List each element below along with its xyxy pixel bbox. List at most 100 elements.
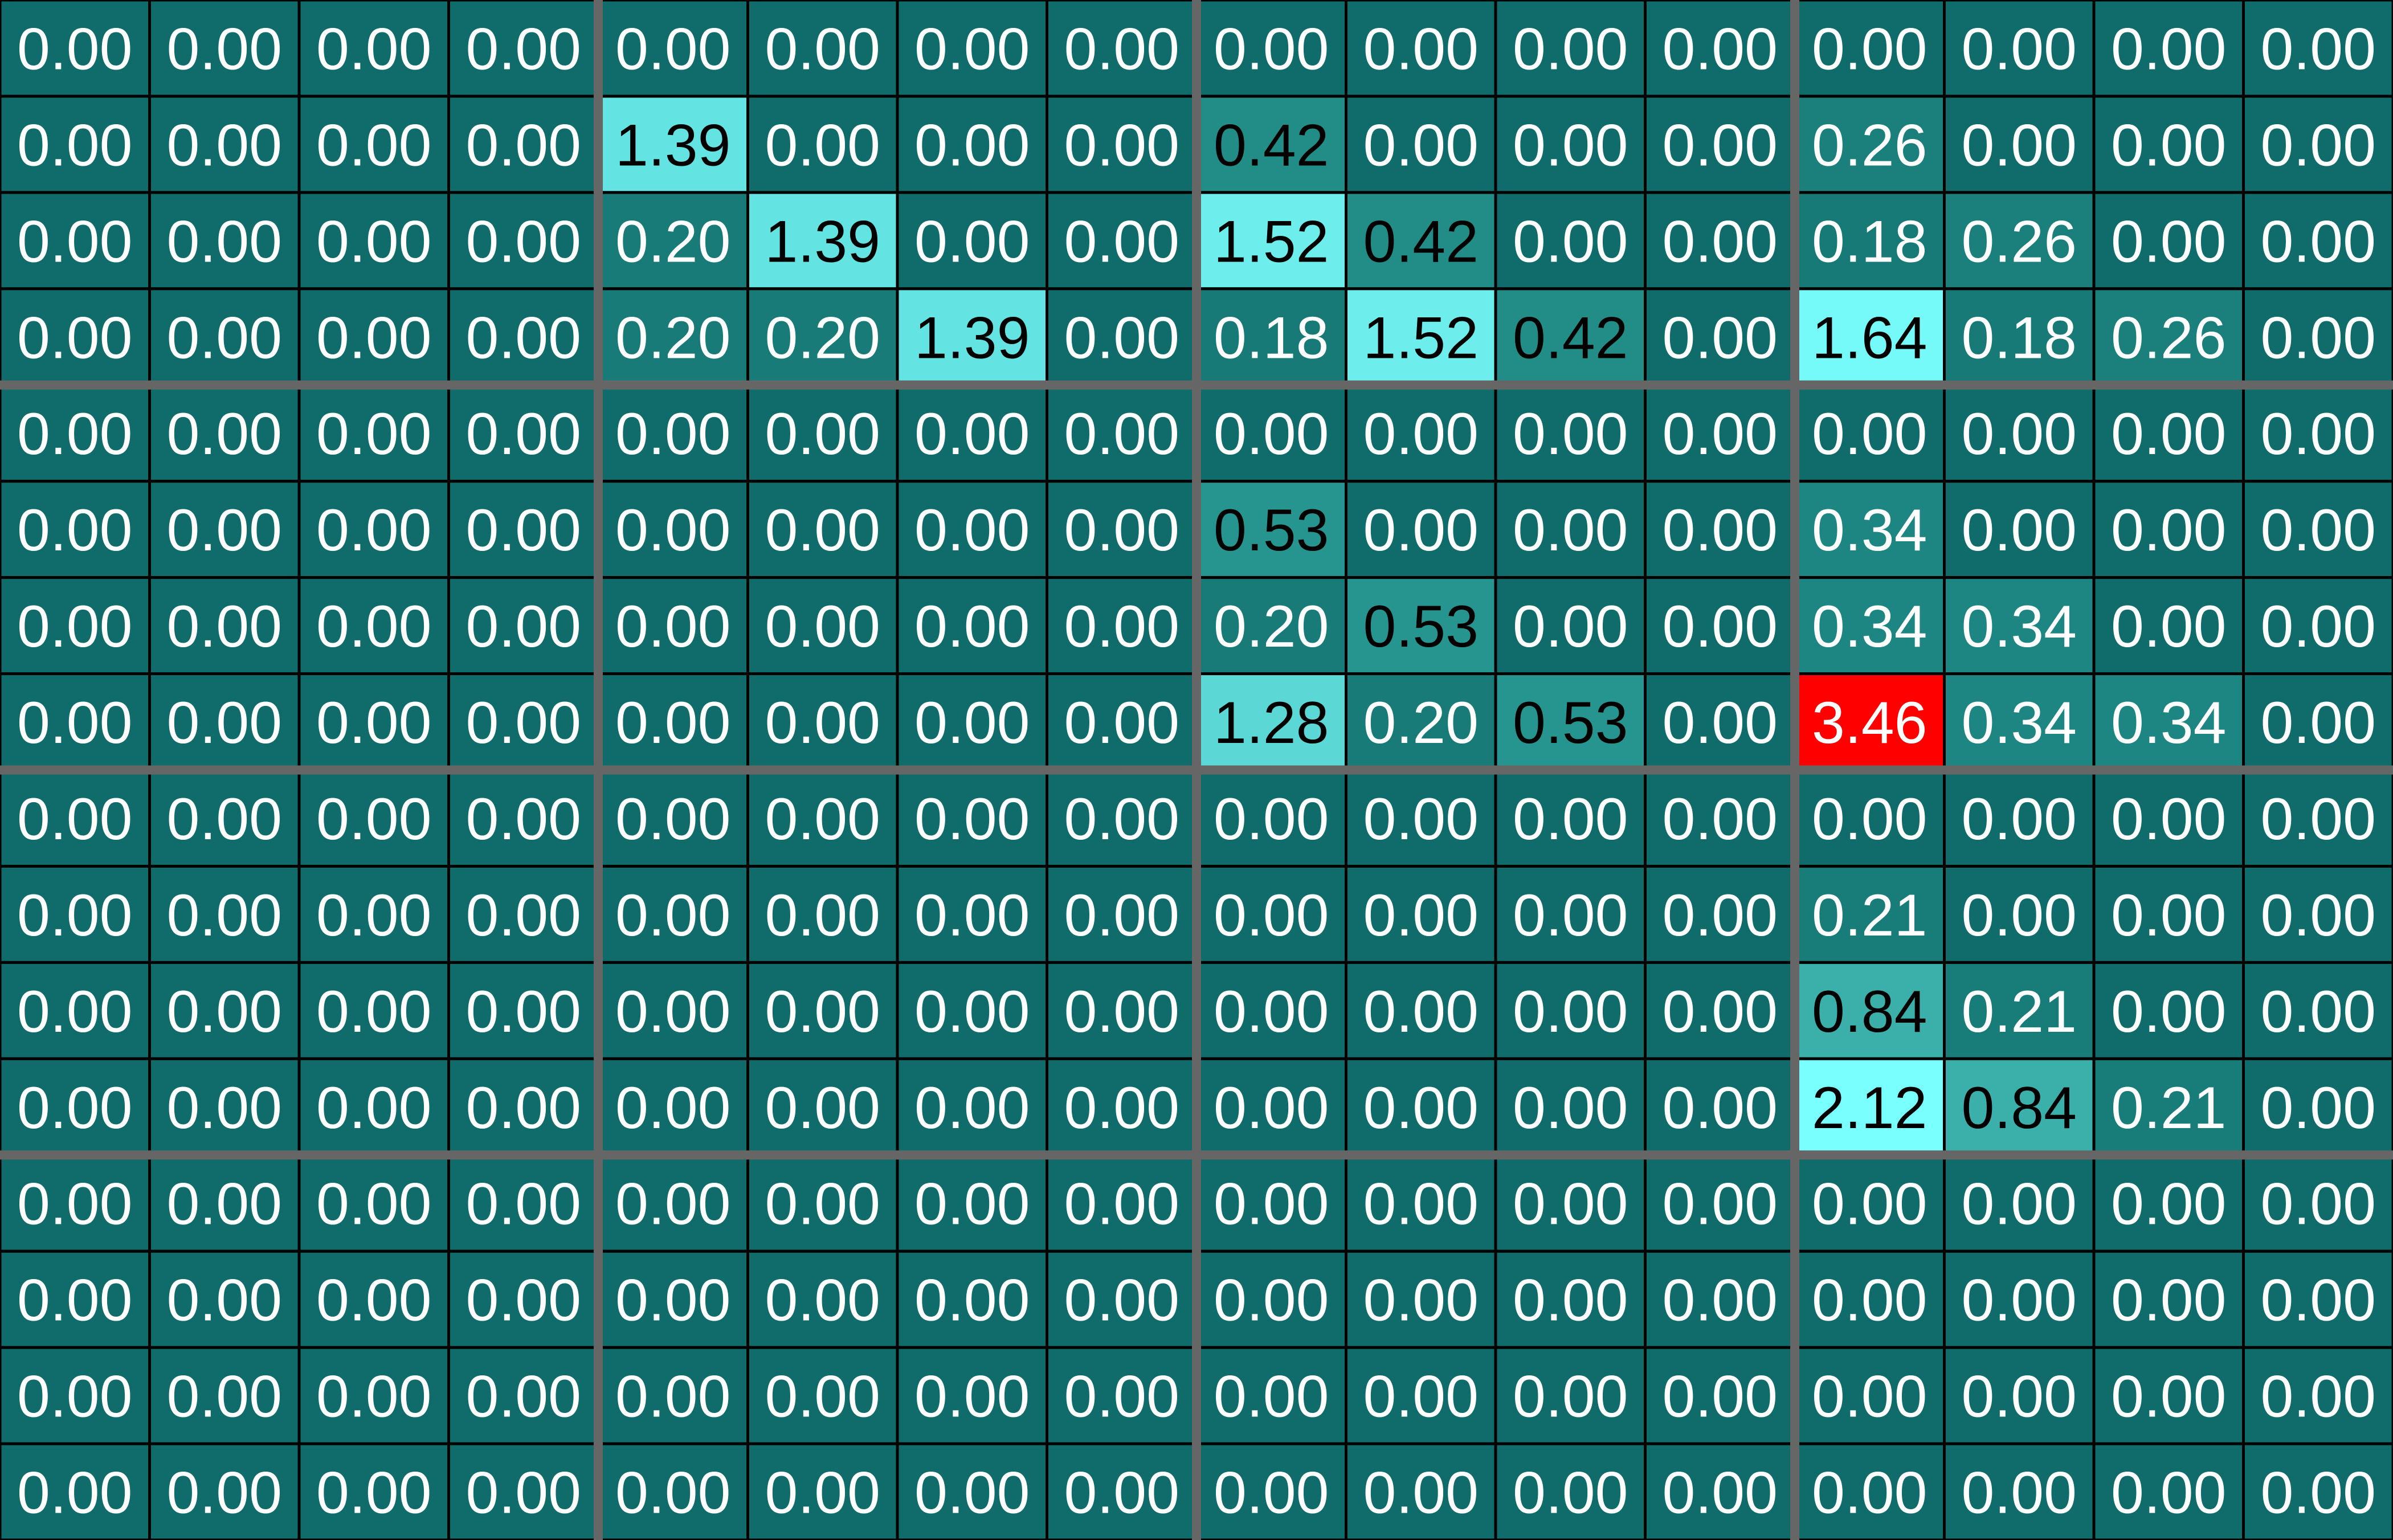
cell-value-r4-c11: 0.00 [1663, 401, 1778, 467]
cell-value-r5-c15: 0.00 [2261, 497, 2376, 563]
heatmap-cell-r2-c0 [0, 191, 151, 291]
heatmap-cell-r2-c13 [1943, 191, 2096, 291]
cell-value-r9-c12: 0.21 [1812, 883, 1927, 949]
cell-value-r3-c8: 0.18 [1214, 305, 1329, 371]
cell-value-r13-c5: 0.00 [765, 1268, 880, 1334]
heatmap-cell-r10-c15 [2242, 961, 2393, 1060]
cell-value-r10-c9: 0.00 [1363, 979, 1479, 1045]
cell-value-r7-c4: 0.00 [615, 690, 730, 756]
cell-value-r14-c5: 0.00 [765, 1364, 880, 1430]
cell-value-r6-c3: 0.00 [466, 594, 581, 660]
heatmap-cell-r4-c5 [746, 383, 899, 483]
cell-value-r6-c8: 0.20 [1214, 594, 1329, 660]
cell-value-r7-c6: 0.00 [914, 690, 1030, 756]
cell-value-r0-c10: 0.00 [1513, 16, 1628, 82]
heatmap-cell-r9-c3 [447, 864, 600, 964]
heatmap-cell-r2-c5 [746, 191, 899, 291]
cell-value-r7-c2: 0.00 [316, 690, 431, 756]
heatmap-cell-r3-c12 [1793, 287, 1946, 387]
cell-value-r9-c0: 0.00 [17, 883, 132, 949]
cell-value-r8-c15: 0.00 [2261, 786, 2376, 852]
heatmap-cell-r1-c8 [1195, 95, 1347, 194]
heatmap-cell-r4-c13 [1943, 383, 2096, 483]
cell-value-r12-c14: 0.00 [2111, 1171, 2226, 1237]
cell-value-r12-c0: 0.00 [17, 1171, 132, 1237]
heatmap-cell-r4-c7 [1046, 383, 1198, 483]
heatmap-cell-r2-c1 [148, 191, 301, 291]
cell-value-r3-c3: 0.00 [466, 305, 581, 371]
heatmap-cell-r9-c1 [148, 864, 301, 964]
cell-value-r8-c1: 0.00 [167, 786, 282, 852]
heatmap-cell-r10-c13 [1943, 961, 2096, 1060]
cell-value-r1-c1: 0.00 [167, 112, 282, 178]
cell-value-r2-c1: 0.00 [167, 209, 282, 275]
cell-value-r3-c11: 0.00 [1663, 305, 1778, 371]
heatmap-cell-r14-c14 [2092, 1346, 2245, 1445]
cell-value-r13-c11: 0.00 [1663, 1268, 1778, 1334]
cell-value-r1-c5: 0.00 [765, 112, 880, 178]
heatmap-cell-r2-c10 [1494, 191, 1647, 291]
cell-value-r15-c11: 0.00 [1663, 1460, 1778, 1526]
cell-value-r7-c13: 0.34 [1962, 690, 2077, 756]
cell-value-r4-c8: 0.00 [1214, 401, 1329, 467]
cell-value-r2-c15: 0.00 [2261, 209, 2376, 275]
heatmap-cell-r0-c4 [597, 0, 749, 98]
cell-value-r11-c11: 0.00 [1663, 1075, 1778, 1141]
cell-value-r5-c12: 0.34 [1812, 497, 1927, 563]
heatmap-cell-r2-c6 [896, 191, 1048, 291]
heatmap-cell-r13-c10 [1494, 1249, 1647, 1349]
cell-value-r0-c9: 0.00 [1363, 16, 1479, 82]
heatmap-cell-r6-c13 [1943, 576, 2096, 676]
cell-value-r12-c6: 0.00 [914, 1171, 1030, 1237]
heatmap-cell-r15-c7 [1046, 1442, 1198, 1540]
cell-value-r8-c9: 0.00 [1363, 786, 1479, 852]
cell-value-r7-c0: 0.00 [17, 690, 132, 756]
heatmap-cell-r6-c1 [148, 576, 301, 676]
heatmap-cell-r5-c11 [1644, 480, 1796, 579]
heatmap-cell-r14-c13 [1943, 1346, 2096, 1445]
cell-value-r4-c2: 0.00 [316, 401, 431, 467]
heatmap-cell-r15-c2 [297, 1442, 450, 1540]
cell-value-r10-c10: 0.00 [1513, 979, 1628, 1045]
heatmap-cell-r10-c4 [597, 961, 749, 1060]
cell-value-r10-c15: 0.00 [2261, 979, 2376, 1045]
cell-value-r1-c13: 0.00 [1962, 112, 2077, 178]
cell-value-r9-c15: 0.00 [2261, 883, 2376, 949]
cell-value-r10-c0: 0.00 [17, 979, 132, 1045]
cell-value-r8-c2: 0.00 [316, 786, 431, 852]
cell-value-r1-c0: 0.00 [17, 112, 132, 178]
cell-value-r10-c5: 0.00 [765, 979, 880, 1045]
heatmap-cell-r3-c5 [746, 287, 899, 387]
cell-value-r14-c9: 0.00 [1363, 1364, 1479, 1430]
heatmap-cell-r3-c8 [1195, 287, 1347, 387]
cell-value-r5-c4: 0.00 [615, 497, 730, 563]
cell-value-r2-c12: 0.18 [1812, 209, 1927, 275]
cell-value-r3-c2: 0.00 [316, 305, 431, 371]
cell-value-r0-c14: 0.00 [2111, 16, 2226, 82]
heatmap-cell-r6-c7 [1046, 576, 1198, 676]
heatmap-cell-r14-c10 [1494, 1346, 1647, 1445]
heatmap-cell-r13-c13 [1943, 1249, 2096, 1349]
heatmap-cell-r14-c9 [1345, 1346, 1497, 1445]
cell-value-r9-c13: 0.00 [1962, 883, 2077, 949]
cell-value-r13-c1: 0.00 [167, 1268, 282, 1334]
cell-value-r6-c1: 0.00 [167, 594, 282, 660]
cell-value-r2-c2: 0.00 [316, 209, 431, 275]
heatmap-cell-r1-c0 [0, 95, 151, 194]
cell-value-r12-c2: 0.00 [316, 1171, 431, 1237]
cell-value-r6-c5: 0.00 [765, 594, 880, 660]
cell-value-r14-c1: 0.00 [167, 1364, 282, 1430]
cell-value-r15-c14: 0.00 [2111, 1460, 2226, 1526]
cell-value-r4-c3: 0.00 [466, 401, 581, 467]
heatmap-cell-r12-c14 [2092, 1153, 2245, 1253]
heatmap-cell-r1-c10 [1494, 95, 1647, 194]
cell-value-r5-c1: 0.00 [167, 497, 282, 563]
heatmap-cell-r15-c9 [1345, 1442, 1497, 1540]
heatmap-cell-r7-c12 [1793, 672, 1946, 771]
cell-value-r7-c3: 0.00 [466, 690, 581, 756]
cell-value-r14-c6: 0.00 [914, 1364, 1030, 1430]
cell-value-r13-c7: 0.00 [1064, 1268, 1179, 1334]
heatmap-cell-r3-c6 [896, 287, 1048, 387]
